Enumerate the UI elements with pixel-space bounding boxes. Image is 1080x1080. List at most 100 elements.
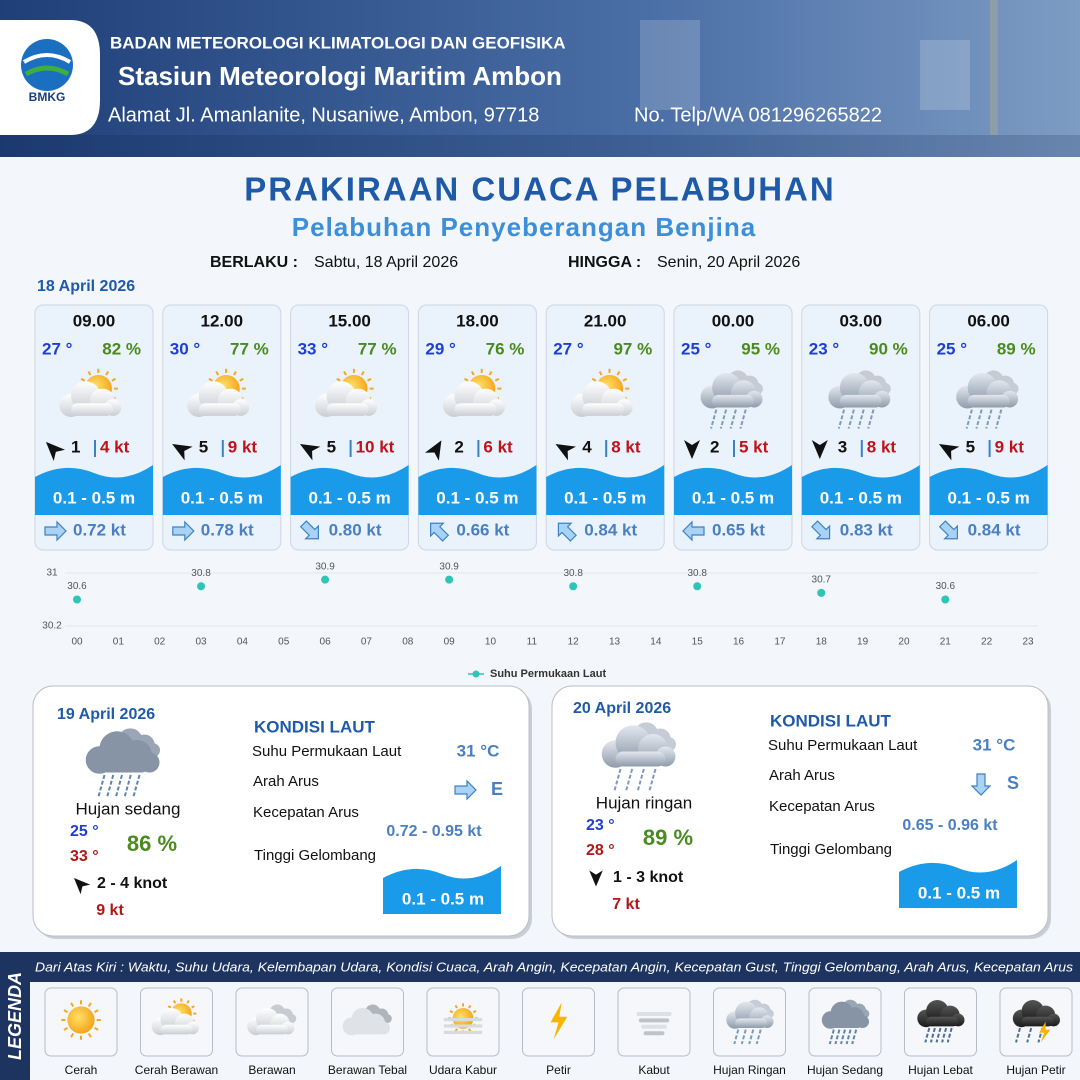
wind-speed: 2 <box>454 437 463 456</box>
wave-height: 0.1 - 0.5 m <box>692 488 774 507</box>
rain <box>1026 1027 1033 1043</box>
wave <box>162 465 281 515</box>
rain <box>1015 1027 1021 1043</box>
time: 12.00 <box>201 311 244 330</box>
x-tick-label: 05 <box>278 637 290 648</box>
cloud <box>821 1001 869 1029</box>
x-tick-label: 11 <box>527 637 538 648</box>
bolt <box>550 1002 568 1040</box>
wind-speed: 2 <box>710 437 719 456</box>
logo-text: BMKG <box>29 90 66 104</box>
humidity: 89 % <box>997 339 1036 358</box>
x-tick-label: 16 <box>733 637 745 648</box>
sun-ray <box>94 1009 99 1014</box>
sst: 31 °C <box>973 735 1016 754</box>
weather-icon <box>59 368 122 417</box>
x-tick-label: 12 <box>568 637 580 648</box>
data-point <box>569 582 578 591</box>
current-speed: 0.72 - 0.95 kt <box>386 823 482 840</box>
rain <box>624 768 634 792</box>
sun-ray <box>616 370 621 376</box>
sst: 31 °C <box>457 741 500 760</box>
data-point <box>73 595 81 604</box>
current-arrow <box>682 520 705 542</box>
cloud-part <box>71 403 113 416</box>
rain <box>748 1029 755 1045</box>
sun-ray <box>360 370 365 376</box>
sun-ray <box>167 1005 172 1009</box>
current-arrow <box>557 522 577 542</box>
cloud <box>151 1008 199 1036</box>
current-speed: 0.72 kt <box>73 520 126 539</box>
cloud <box>315 381 377 417</box>
wave-label: Tinggi Gelombang <box>254 847 376 864</box>
sun-ray <box>70 1033 75 1038</box>
humidity: 86 % <box>127 831 177 856</box>
legend-item: Cerah <box>65 1063 98 1077</box>
current-speed: 0.78 kt <box>201 520 254 539</box>
fog-band <box>643 1031 665 1036</box>
current-speed: 0.84 kt <box>584 520 637 539</box>
rain <box>740 1029 747 1045</box>
sun-ray <box>343 370 347 376</box>
haze-band <box>443 1024 483 1028</box>
sun-ray <box>366 377 372 382</box>
x-tick-label: 17 <box>774 637 786 648</box>
wave <box>418 465 537 515</box>
weather-icon <box>570 368 633 417</box>
cloud <box>247 1008 295 1036</box>
weather-icon <box>601 722 676 792</box>
wind-speed: 5 <box>966 437 975 456</box>
current-arrow <box>938 520 958 540</box>
gust: 8 kt <box>867 437 897 456</box>
rain <box>857 409 865 429</box>
day-date: 18 April 2026 <box>37 278 135 295</box>
logo <box>21 39 73 91</box>
air-temperature: 27 ° <box>42 339 73 358</box>
cloud <box>187 381 250 417</box>
x-tick-label: 02 <box>154 637 166 648</box>
wave-height: 0.1 - 0.5 m <box>918 883 1000 902</box>
data-label: 30.7 <box>812 575 832 586</box>
humidity: 89 % <box>643 825 693 850</box>
current-speed: 0.83 kt <box>840 520 893 539</box>
sun-ray <box>186 1000 190 1004</box>
cloud-part <box>256 1024 288 1035</box>
cloud-part <box>198 403 241 416</box>
legend-item: Cerah Berawan <box>135 1063 218 1077</box>
rain <box>845 1029 852 1045</box>
gust: 8 kt <box>611 437 641 456</box>
data-point <box>693 582 702 591</box>
data-label: 30.6 <box>67 581 87 592</box>
sun-ray <box>172 1000 177 1004</box>
sun-ray <box>233 370 237 376</box>
subtitle: Pelabuhan Penyeberangan Benjina <box>292 212 756 242</box>
rain <box>739 409 747 429</box>
cloud-part <box>615 751 666 767</box>
legend-item: Hujan Sedang <box>807 1063 883 1077</box>
wave-height: 0.1 - 0.5 m <box>436 488 518 507</box>
wind: 1 - 3 knot <box>613 869 684 886</box>
logo <box>24 65 70 77</box>
wind: 2 - 4 knot <box>97 875 168 892</box>
x-tick-label: 08 <box>402 637 414 648</box>
cloud-part <box>582 403 625 416</box>
legend-title: LEGENDA <box>5 972 25 1060</box>
temp-min: 25 ° <box>70 823 99 840</box>
current-speed: 0.65 kt <box>712 520 765 539</box>
weather-icon <box>151 998 199 1036</box>
cloud-part <box>1021 1016 1054 1027</box>
rain <box>837 409 846 429</box>
cloud-part <box>99 757 150 773</box>
rain <box>924 1027 931 1043</box>
cloud <box>342 1008 390 1036</box>
wave <box>35 465 153 515</box>
wind-arrow <box>938 444 960 461</box>
x-tick-label: 18 <box>816 637 828 648</box>
wave <box>546 465 665 515</box>
wave-height: 0.1 - 0.5 m <box>53 488 135 507</box>
wind-arrow <box>73 877 91 895</box>
